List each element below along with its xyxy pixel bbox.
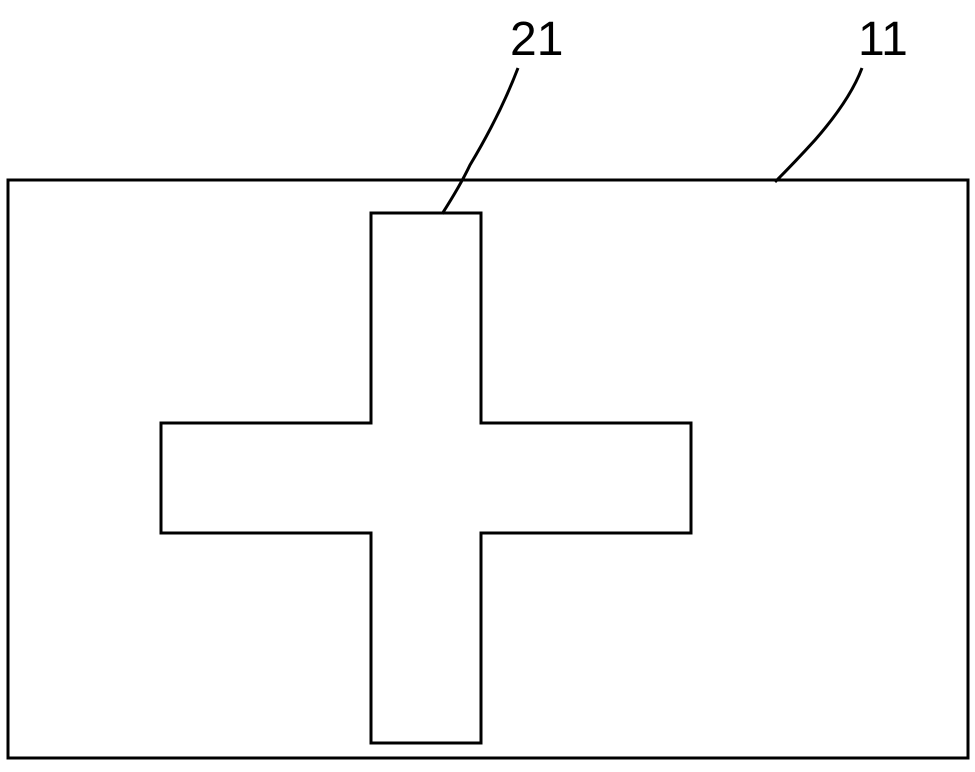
cross-shape <box>161 213 691 743</box>
label-11: 11 <box>858 13 908 66</box>
outer-rectangle <box>8 180 968 758</box>
label-21: 21 <box>510 13 563 66</box>
diagram-svg: 21 11 <box>0 0 975 767</box>
technical-diagram: 21 11 <box>0 0 975 767</box>
leader-line-21 <box>442 68 518 214</box>
leader-line-11 <box>775 68 862 182</box>
